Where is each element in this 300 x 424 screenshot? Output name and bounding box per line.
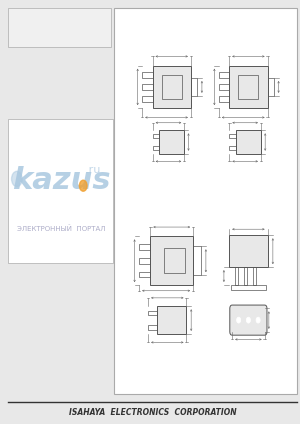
Text: kazus: kazus <box>12 166 110 195</box>
Bar <box>229 235 268 267</box>
Bar <box>230 134 236 138</box>
Bar <box>219 72 229 78</box>
Bar <box>148 310 157 315</box>
Bar <box>193 246 201 275</box>
Text: ISAHAYA  ELECTRONICS  CORPORATION: ISAHAYA ELECTRONICS CORPORATION <box>69 407 236 417</box>
Text: ЭЛЕКТРОННЫЙ  ПОРТАЛ: ЭЛЕКТРОННЫЙ ПОРТАЛ <box>17 226 105 232</box>
Bar <box>153 146 159 150</box>
Circle shape <box>256 317 260 323</box>
Bar <box>235 267 238 285</box>
Bar <box>162 75 182 99</box>
Bar <box>139 272 150 277</box>
Circle shape <box>237 317 241 323</box>
Bar <box>219 96 229 101</box>
Bar <box>159 131 184 154</box>
Bar <box>157 306 187 334</box>
Bar <box>152 66 191 108</box>
Bar <box>230 146 236 150</box>
Bar <box>153 134 159 138</box>
Bar <box>191 78 197 96</box>
Bar <box>164 248 185 273</box>
Bar <box>8 119 113 263</box>
Bar <box>244 267 247 285</box>
Bar <box>229 66 268 108</box>
Bar <box>231 285 266 290</box>
Bar <box>8 8 111 47</box>
Bar <box>148 326 157 330</box>
FancyBboxPatch shape <box>230 305 267 335</box>
Bar <box>268 78 274 96</box>
Bar <box>253 267 256 285</box>
Bar <box>114 8 297 394</box>
Bar <box>142 72 152 78</box>
Bar <box>139 244 150 250</box>
Text: .ru: .ru <box>86 165 101 175</box>
Bar <box>142 96 152 101</box>
Circle shape <box>246 317 250 323</box>
Circle shape <box>12 171 22 187</box>
Bar <box>150 237 193 285</box>
Bar <box>238 75 258 99</box>
Circle shape <box>80 180 87 191</box>
Bar <box>236 131 261 154</box>
Bar <box>142 84 152 90</box>
Bar <box>219 84 229 90</box>
Bar <box>139 258 150 263</box>
